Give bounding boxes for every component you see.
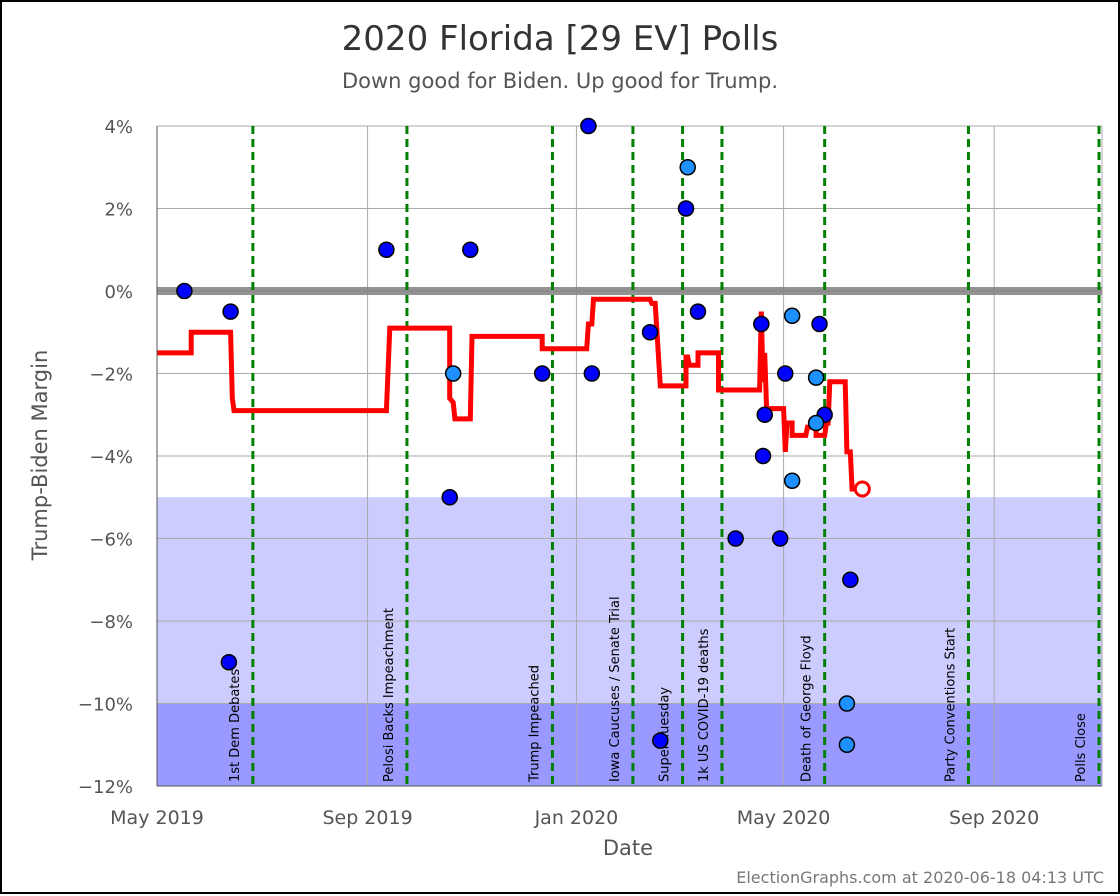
poll-point bbox=[679, 159, 696, 176]
poll-point bbox=[753, 315, 770, 333]
event-label: Pelosi Backs Impeachment bbox=[382, 608, 397, 782]
poll-point bbox=[176, 282, 193, 300]
poll-point bbox=[838, 695, 856, 712]
chart-title: 2020 Florida [29 EV] Polls bbox=[342, 19, 779, 59]
poll-point bbox=[783, 472, 801, 489]
x-tick-label: Sep 2020 bbox=[949, 807, 1039, 829]
poll-point bbox=[838, 736, 856, 753]
event-label: Party Conventions Start bbox=[943, 628, 958, 782]
poll-point bbox=[222, 303, 239, 320]
poll-point bbox=[641, 324, 659, 341]
poll-point bbox=[777, 365, 794, 382]
event-label: Death of George Floyd bbox=[800, 635, 815, 782]
x-tick-label: Sep 2019 bbox=[322, 807, 412, 829]
x-axis-label: Date bbox=[603, 836, 653, 860]
y-tick-label: −8% bbox=[89, 612, 133, 633]
poll-point bbox=[580, 117, 597, 135]
y-tick-label: −4% bbox=[89, 447, 133, 468]
poll-point bbox=[677, 200, 695, 217]
current-average-marker bbox=[853, 480, 871, 498]
event-label: Polls Close bbox=[1074, 713, 1089, 782]
poll-point bbox=[807, 369, 825, 386]
y-tick-label: −12% bbox=[78, 777, 133, 798]
chart-subtitle: Down good for Biden. Up good for Trump. bbox=[342, 69, 778, 93]
event-label: 1st Dem Debates bbox=[228, 669, 243, 782]
x-tick-label: May 2020 bbox=[737, 807, 831, 829]
y-tick-label: −6% bbox=[89, 530, 133, 551]
event-label: Trump Impeached bbox=[527, 665, 542, 783]
event-label: 1k US COVID-19 deaths bbox=[697, 628, 712, 782]
poll-point bbox=[842, 571, 859, 588]
poll-point bbox=[583, 365, 601, 382]
poll-point bbox=[441, 489, 458, 506]
poll-point bbox=[220, 654, 238, 671]
event-label: Iowa Caucuses / Senate Trial bbox=[608, 596, 623, 782]
poll-point bbox=[378, 241, 395, 258]
footer-credit: ElectionGraphs.com at 2020-06-18 04:13 U… bbox=[736, 868, 1104, 887]
poll-point bbox=[754, 447, 772, 465]
poll-point bbox=[462, 241, 479, 258]
y-tick-label: 2% bbox=[104, 200, 133, 221]
band-0 bbox=[157, 497, 1102, 704]
poll-point bbox=[652, 732, 669, 749]
y-tick-label: 0% bbox=[104, 282, 133, 303]
poll-point bbox=[533, 365, 551, 382]
x-tick-label: May 2019 bbox=[110, 807, 204, 829]
plot-area: 4% 2% 0% −2% −4% −6% −8% −10% −12% May 2019 Sep 20… bbox=[78, 117, 1103, 829]
poll-point bbox=[807, 414, 825, 432]
poll-point bbox=[727, 530, 744, 547]
y-axis-label: Trump-Biden Margin bbox=[28, 350, 52, 562]
x-tick-label: Jan 2020 bbox=[534, 807, 619, 829]
y-tick-label: 4% bbox=[104, 117, 133, 138]
trend-line bbox=[157, 296, 863, 492]
poll-point bbox=[811, 315, 828, 333]
poll-point bbox=[771, 530, 789, 547]
poll-point bbox=[783, 307, 801, 324]
y-tick-label: −10% bbox=[78, 695, 133, 716]
y-tick-label: −2% bbox=[89, 365, 133, 386]
poll-point bbox=[444, 365, 462, 382]
band-1 bbox=[157, 703, 1102, 786]
poll-point bbox=[689, 303, 707, 320]
poll-point bbox=[756, 406, 773, 423]
